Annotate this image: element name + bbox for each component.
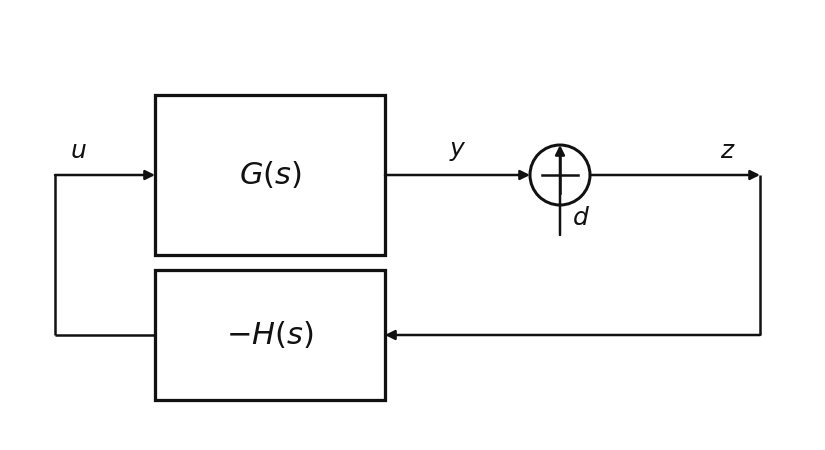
Text: $y$: $y$	[449, 140, 466, 163]
Bar	[155, 95, 385, 255]
Bar	[155, 270, 385, 400]
Text: $G(s)$: $G(s)$	[238, 159, 301, 190]
Text: $d$: $d$	[572, 207, 590, 230]
Circle shape	[530, 145, 590, 205]
Text: $z$: $z$	[720, 140, 736, 163]
Text: $-H(s)$: $-H(s)$	[226, 320, 314, 351]
Text: $u$: $u$	[70, 140, 87, 163]
